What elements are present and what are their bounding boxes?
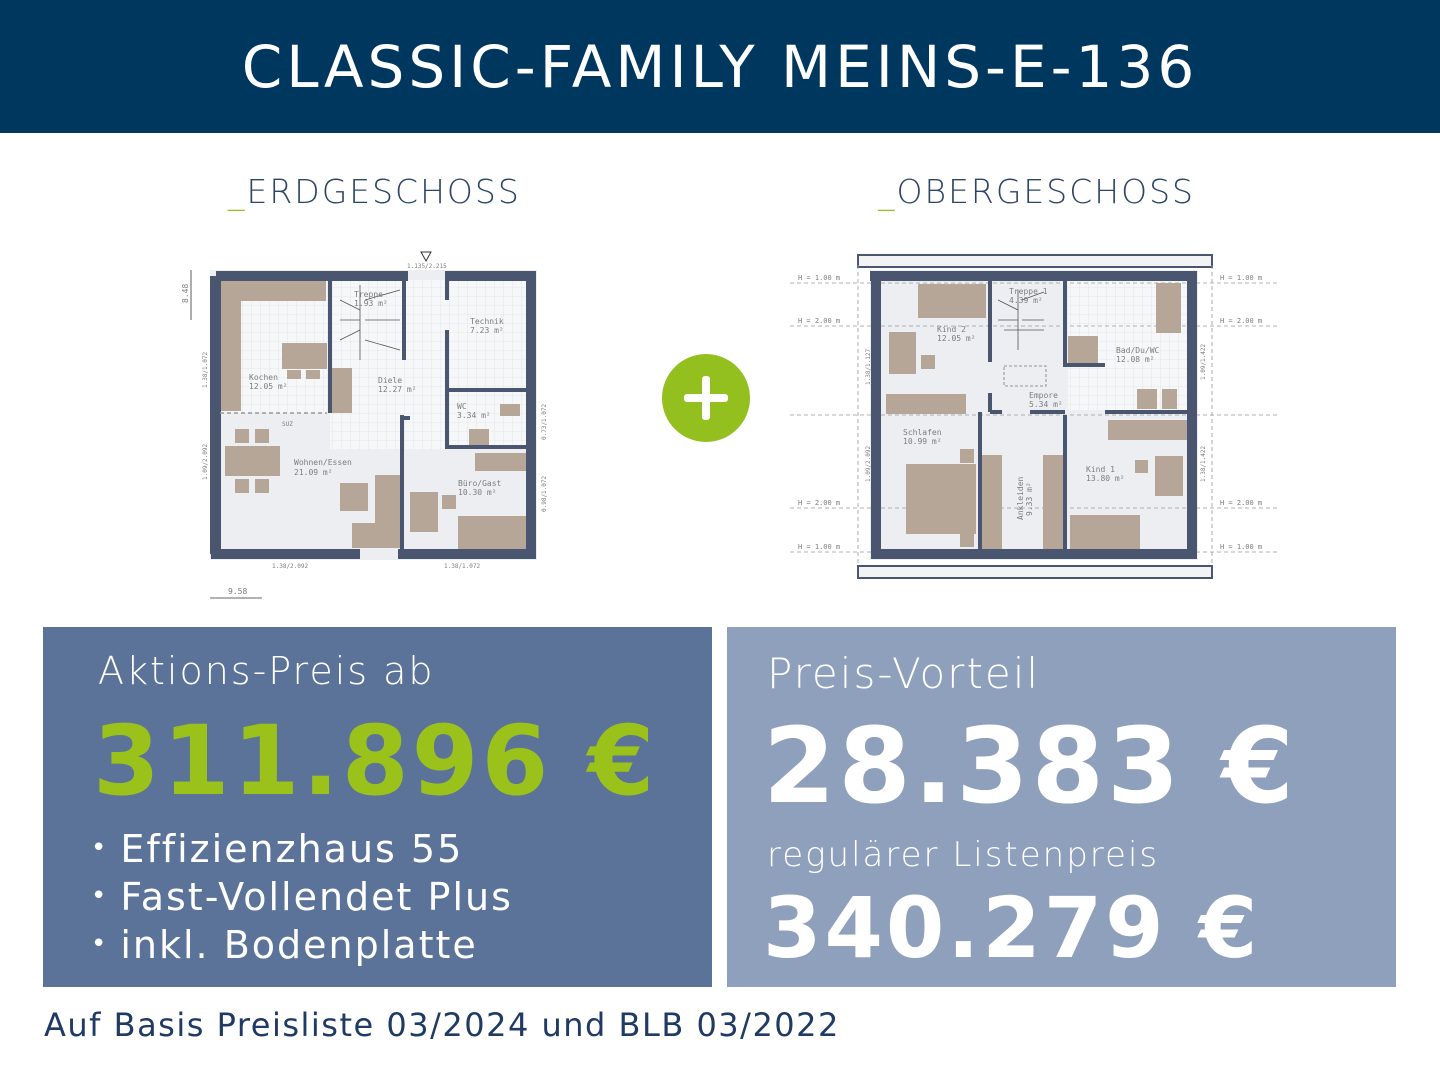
room-name: Empore bbox=[1029, 391, 1058, 400]
promo-price: 311.896 € bbox=[93, 705, 658, 817]
header-banner: CLASSIC-FAMILY MEINS-E-136 bbox=[0, 0, 1440, 133]
list-price-label: regulärer Listenpreis bbox=[767, 835, 1160, 875]
room-name: Ankleiden bbox=[1016, 476, 1025, 520]
room-name: Schlafen bbox=[903, 428, 942, 437]
plus-icon bbox=[662, 354, 750, 442]
dimension-label: 0.73/1.072 bbox=[541, 403, 548, 440]
ground-floor-plan: Treppe 1.93 m² Technik 7.23 m² Kochen 12… bbox=[181, 251, 1280, 599]
height-label: H = 2.00 m bbox=[1220, 499, 1262, 507]
height-label: H = 1.00 m bbox=[798, 274, 840, 282]
suz-label: SUZ bbox=[282, 421, 293, 428]
advantage-label: Preis-Vorteil bbox=[767, 649, 1041, 698]
advantage-amount: 28.383 € bbox=[763, 705, 1297, 827]
room-name: Wohnen/Essen bbox=[294, 458, 352, 467]
room-name: Treppe bbox=[354, 290, 383, 299]
room-area: 10.99 m² bbox=[903, 437, 942, 446]
dimension-label: 0.98/1.072 bbox=[541, 475, 548, 512]
room-name: Bad/Du/WC bbox=[1116, 346, 1160, 355]
depth-dimension: 8.48 bbox=[181, 284, 190, 303]
title-underscore: _ bbox=[878, 172, 897, 211]
ground-floor-title-text: ERDGESCHOSS bbox=[246, 172, 521, 211]
entrance-marker-icon bbox=[420, 251, 432, 263]
room-name: Diele bbox=[378, 376, 402, 385]
stair-lines bbox=[339, 285, 401, 360]
room-name: Kind 2 bbox=[937, 325, 966, 334]
room-area: 4.39 m² bbox=[1009, 296, 1043, 305]
height-label: H = 1.00 m bbox=[1220, 274, 1262, 282]
upper-floor-title: _OBERGESCHOSS bbox=[878, 172, 1195, 211]
room-name: Technik bbox=[470, 317, 504, 326]
room-name: Kochen bbox=[249, 373, 278, 382]
room-area: 12.08 m² bbox=[1116, 355, 1155, 364]
dimension-label: 1.38/1.072 bbox=[202, 351, 209, 388]
walls bbox=[210, 271, 536, 559]
room-area: 21.09 m² bbox=[294, 468, 333, 477]
height-label: H = 2.00 m bbox=[798, 499, 840, 507]
dimension-label: 1.38/1.127 bbox=[865, 348, 872, 385]
dimension-label: 1.09/2.092 bbox=[202, 443, 209, 480]
feature-item: inkl. Bodenplatte bbox=[91, 923, 513, 971]
room-area: 5.34 m² bbox=[1029, 400, 1063, 409]
feature-item: Effizienzhaus 55 bbox=[91, 827, 513, 875]
room-name: WC bbox=[457, 402, 467, 411]
height-label: H = 2.00 m bbox=[798, 317, 840, 325]
room-area: 13.80 m² bbox=[1086, 474, 1125, 483]
height-label: H = 1.00 m bbox=[798, 543, 840, 551]
upper-floor-plan: Treppe 1 4.39 m² Kind 2 12.05 m² Bad/Du/… bbox=[790, 254, 1280, 579]
dimension-label: 1.38/1.422 bbox=[1200, 445, 1207, 482]
room-area: 1.93 m² bbox=[354, 299, 388, 308]
room-area: 9.33 m² bbox=[1025, 482, 1034, 516]
room-area: 12.05 m² bbox=[937, 334, 976, 343]
room-name: Treppe 1 bbox=[1009, 287, 1048, 296]
room-area: 3.34 m² bbox=[457, 411, 491, 420]
dimension-label: 1.09/2.092 bbox=[865, 445, 872, 482]
room-area: 12.27 m² bbox=[378, 385, 417, 394]
dimension-label: 1.09/1.422 bbox=[1200, 343, 1207, 380]
upper-floor-title-text: OBERGESCHOSS bbox=[896, 172, 1195, 211]
room-name: Büro/Gast bbox=[458, 479, 502, 488]
room-area: 7.23 m² bbox=[470, 326, 504, 335]
list-price: 340.279 € bbox=[763, 879, 1261, 977]
page-title: CLASSIC-FAMILY MEINS-E-136 bbox=[241, 32, 1199, 101]
height-label: H = 1.00 m bbox=[1220, 543, 1262, 551]
footer-note: Auf Basis Preisliste 03/2024 und BLB 03/… bbox=[44, 1006, 840, 1044]
dimension-label: 1.135/2.215 bbox=[407, 263, 447, 270]
height-label: H = 2.00 m bbox=[1220, 317, 1262, 325]
feature-list: Effizienzhaus 55 Fast-Vollendet Plus ink… bbox=[91, 827, 513, 971]
feature-item: Fast-Vollendet Plus bbox=[91, 875, 513, 923]
price-advantage-panel: Preis-Vorteil 28.383 € regulärer Listenp… bbox=[727, 627, 1396, 987]
promo-label: Aktions-Preis ab bbox=[98, 649, 435, 693]
dimension-label: 1.38/1.072 bbox=[444, 563, 481, 570]
promo-price-panel: Aktions-Preis ab 311.896 € Effizienzhaus… bbox=[43, 627, 712, 987]
room-area: 10.30 m² bbox=[458, 488, 497, 497]
dimension-label: 1.38/2.092 bbox=[272, 563, 309, 570]
room-name: Kind 1 bbox=[1086, 465, 1115, 474]
title-underscore: _ bbox=[228, 172, 247, 211]
width-dimension: 9.58 bbox=[228, 587, 247, 596]
furniture bbox=[221, 281, 527, 549]
room-area: 12.05 m² bbox=[249, 382, 288, 391]
ground-floor-title: _ERDGESCHOSS bbox=[228, 172, 521, 211]
